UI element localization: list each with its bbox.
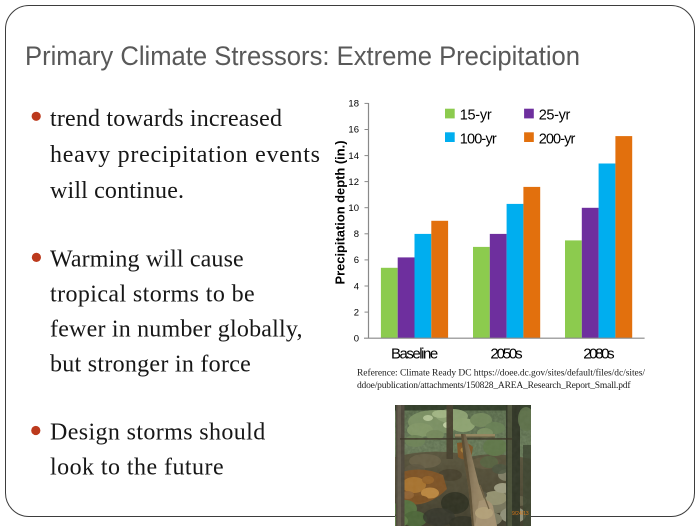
svg-text:6: 6 <box>354 255 359 266</box>
svg-text:Reference: Climate Ready DC ht: Reference: Climate Ready DC https://doee… <box>357 368 645 379</box>
svg-text:2080s: 2080s <box>583 345 614 362</box>
svg-text:12: 12 <box>348 177 359 188</box>
svg-text:will continue.: will continue. <box>50 178 184 204</box>
svg-text:trend towards increased: trend towards increased <box>50 106 282 132</box>
svg-text:8: 8 <box>354 229 359 240</box>
svg-text:fewer in number globally,: fewer in number globally, <box>50 316 303 342</box>
svg-text:9/24/13: 9/24/13 <box>512 511 529 517</box>
svg-text:Warming will cause: Warming will cause <box>50 246 244 272</box>
svg-text:25-yr: 25-yr <box>539 108 571 124</box>
svg-text:2: 2 <box>354 307 359 318</box>
svg-text:2050s: 2050s <box>490 345 522 362</box>
svg-text:100-yr: 100-yr <box>460 131 497 147</box>
svg-text:ddoe/publication/attachments/1: ddoe/publication/attachments/150828_AREA… <box>357 380 631 391</box>
svg-text:Primary Climate Stressors: Ext: Primary Climate Stressors: Extreme Preci… <box>25 41 580 71</box>
svg-text:Design storms should: Design storms should <box>50 420 265 446</box>
svg-text:16: 16 <box>348 125 359 136</box>
svg-text:Baseline: Baseline <box>391 345 438 362</box>
svg-text:14: 14 <box>348 151 359 162</box>
svg-text:200-yr: 200-yr <box>539 131 576 147</box>
svg-text:0: 0 <box>354 334 359 345</box>
svg-text:Precipitation depth (in.): Precipitation depth (in.) <box>334 141 348 285</box>
svg-text:4: 4 <box>354 281 359 292</box>
svg-text:tropical storms to be: tropical storms to be <box>50 281 255 307</box>
svg-text:18: 18 <box>348 99 359 110</box>
svg-text:10: 10 <box>348 203 359 214</box>
svg-text:look to the future: look to the future <box>50 454 224 480</box>
svg-text:15-yr: 15-yr <box>460 108 492 124</box>
svg-text:but stronger in force: but stronger in force <box>50 351 251 377</box>
svg-text:heavy precipitation events: heavy precipitation events <box>50 142 320 168</box>
